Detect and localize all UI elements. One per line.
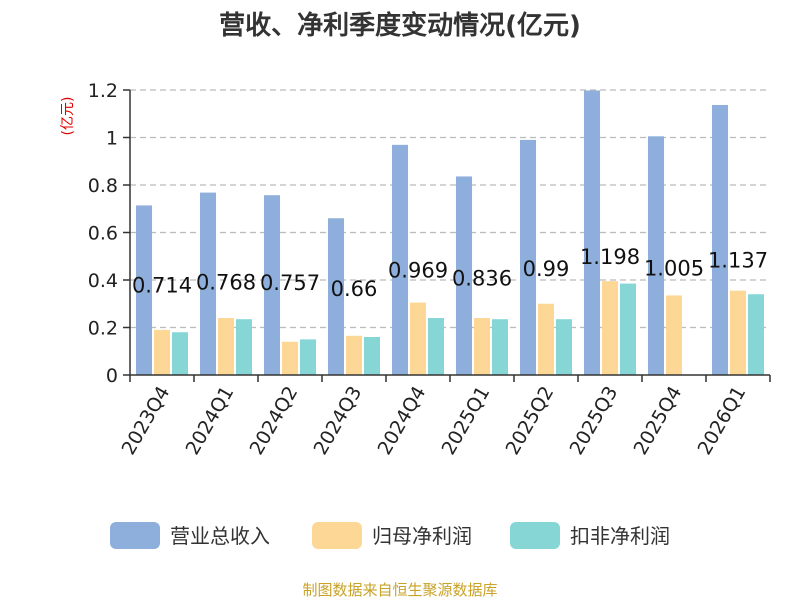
legend-label: 扣非净利润 [570, 524, 670, 548]
bar-1-2023Q4 [136, 205, 152, 375]
bar-3-2025Q1 [492, 319, 508, 375]
data-label: 1.137 [708, 248, 768, 272]
bar-1-2025Q2 [520, 139, 536, 375]
y-tick-label: 0.2 [88, 318, 118, 340]
bar-2-2023Q4 [154, 329, 170, 375]
x-tick-label: 2024Q4 [374, 383, 431, 459]
bar-2-2024Q2 [282, 341, 298, 375]
y-tick-label: 1.2 [88, 80, 118, 102]
bar-3-2023Q4 [172, 332, 188, 375]
bar-2-2026Q1 [730, 290, 746, 375]
bar-1-2024Q3 [328, 218, 344, 375]
bar-3-2024Q3 [364, 337, 380, 375]
data-label: 0.66 [331, 277, 378, 301]
y-tick-label: 0 [106, 365, 118, 387]
data-label: 0.714 [132, 274, 192, 298]
bar-2-2025Q2 [538, 303, 554, 375]
bar-1-2025Q3 [584, 90, 600, 375]
data-label: 1.005 [644, 256, 704, 280]
bar-3-2024Q4 [428, 318, 444, 375]
y-tick-label: 0.8 [88, 175, 118, 197]
x-tick-label: 2024Q2 [246, 383, 303, 459]
bar-2-2024Q1 [218, 318, 234, 375]
source-note: 制图数据来自恒生聚源数据库 [302, 581, 497, 599]
bar-1-2024Q4 [392, 144, 408, 375]
legend-swatch [510, 522, 560, 549]
legend-swatch [312, 522, 362, 549]
bar-2-2024Q4 [410, 302, 426, 375]
bar-3-2024Q2 [300, 339, 316, 375]
bars [136, 90, 764, 376]
data-label: 1.198 [580, 245, 640, 269]
bar-3-2024Q1 [236, 319, 252, 375]
x-tick-label: 2025Q1 [438, 383, 495, 459]
x-tick-label: 2025Q3 [566, 383, 623, 459]
legend-label: 归母净利润 [372, 524, 472, 548]
bar-1-2025Q4 [648, 136, 664, 375]
bar-1-2026Q1 [712, 104, 728, 376]
y-tick-label: 0.6 [88, 223, 118, 245]
bar-2-2025Q1 [474, 318, 490, 375]
bar-1-2024Q1 [200, 192, 216, 375]
bar-2-2025Q3 [602, 281, 618, 375]
legend-label: 营业总收入 [170, 524, 270, 548]
bar-3-2025Q2 [556, 319, 572, 375]
x-tick-labels: 2023Q4 2024Q1 2024Q2 2024Q3 2024Q4 2025Q1 2025… [118, 375, 771, 459]
data-labels: 0.714 0.768 0.757 0.660.969 0.836 0.991.198 1.… [132, 245, 768, 301]
legend-swatch [110, 522, 160, 549]
y-tick-labels: 0 0.2 0.4 0.6 0.8 1 1.2 [88, 80, 130, 387]
x-tick-label: 2026Q1 [694, 383, 751, 459]
bar-2-2025Q4 [666, 295, 682, 375]
bar-1-2024Q2 [264, 195, 280, 375]
x-tick-label: 2023Q4 [118, 383, 175, 459]
bar-2-2024Q3 [346, 335, 362, 375]
y-axis-unit-label: (亿元) [60, 97, 76, 136]
data-label: 0.768 [196, 270, 256, 294]
data-label: 0.836 [452, 266, 512, 290]
x-tick-label: 2025Q4 [630, 383, 687, 459]
data-label: 0.969 [388, 258, 448, 282]
bar-1-2025Q1 [456, 176, 472, 375]
legend: 营业总收入 归母净利润 扣非净利润 [110, 522, 670, 549]
bar-3-2025Q3 [620, 283, 636, 375]
y-tick-label: 1 [106, 128, 118, 150]
x-tick-label: 2025Q2 [502, 383, 559, 459]
data-label: 0.757 [260, 271, 320, 295]
y-tick-label: 0.4 [88, 270, 118, 292]
x-tick-label: 2024Q1 [182, 383, 239, 459]
bar-3-2026Q1 [748, 294, 764, 375]
chart-title: 营收、净利季度变动情况(亿元) [219, 10, 581, 41]
data-label: 0.99 [523, 257, 570, 281]
x-tick-label: 2024Q3 [310, 383, 367, 459]
